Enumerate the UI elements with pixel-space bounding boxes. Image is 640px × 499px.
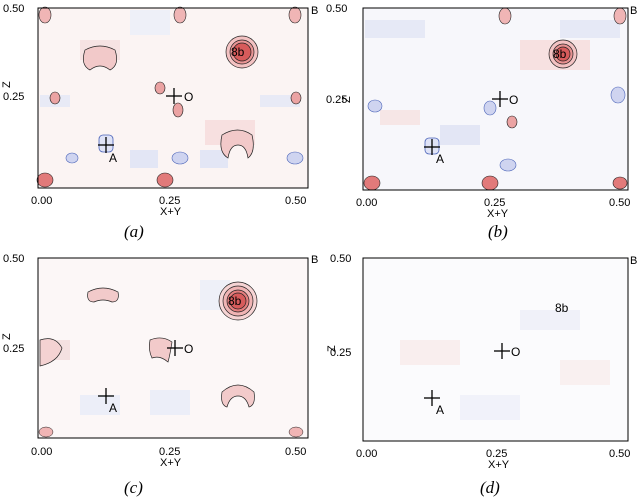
panel-c-point-a-marker <box>98 388 114 404</box>
panel-c-xtick-2: 0.50 <box>285 446 306 458</box>
panel-a-point-o-label: O <box>184 90 193 104</box>
panel-d-xtick-0: 0.00 <box>356 448 377 460</box>
panel-b-point-a-marker <box>424 139 440 155</box>
panel-d-point-a-marker <box>424 390 440 406</box>
panel-c-xtick-1: 0.25 <box>159 446 180 458</box>
panel-b-point-8b-label: 8b <box>553 47 567 61</box>
panel-d-xlabel: X+Y <box>488 459 510 471</box>
panel-a-point-o-marker <box>166 88 182 104</box>
panel-b-plot: A O 8b 0.50 0.25 0.00 0.25 0.50 X+Y Z B <box>326 3 637 220</box>
panel-a-ylabel: Z <box>1 81 13 88</box>
panel-c-xlabel: X+Y <box>160 457 182 469</box>
panel-d-xtick-2: 0.50 <box>609 448 630 460</box>
panel-a-point-a-marker <box>98 137 114 153</box>
panel-a-ytick-top: 0.50 <box>3 3 24 15</box>
panel-c-ylabel: Z <box>1 333 13 340</box>
panel-a-ytick-mid: 0.25 <box>3 91 24 103</box>
panel-c-xtick-0: 0.00 <box>31 446 52 458</box>
panel-c-caption: (c) <box>124 478 143 497</box>
panel-b-point-o-marker <box>492 91 508 107</box>
panel-a-point-a-label: A <box>109 151 117 165</box>
panel-b-xtick-2: 0.50 <box>609 197 630 209</box>
panel-a-xtick-1: 0.25 <box>159 195 180 207</box>
panel-b-xtick-1: 0.25 <box>484 197 505 209</box>
panel-c-ytick-top: 0.50 <box>3 253 24 265</box>
panel-b-ylabel: Z <box>341 96 353 103</box>
panel-b-ytick-top: 0.50 <box>326 3 347 15</box>
panel-d-point-o-label: O <box>511 345 520 359</box>
panel-b-caption: (b) <box>488 222 508 241</box>
panel-a-xtick-0: 0.00 <box>31 195 52 207</box>
panel-d-point-o-marker <box>494 343 510 359</box>
panel-b-xtick-0: 0.00 <box>356 197 377 209</box>
panel-c-ytick-mid: 0.25 <box>3 343 24 355</box>
panel-c-point-8b-label: 8b <box>228 294 242 308</box>
panel-a-xtick-2: 0.50 <box>285 195 306 207</box>
panel-d-point-8b-label: 8b <box>555 301 569 315</box>
panel-a-caption: (a) <box>124 222 144 241</box>
panel-b-ytick-mid: 0.25 <box>326 94 347 106</box>
panel-b-corner-label: B <box>630 5 637 17</box>
panel-c-point-o-marker <box>167 340 183 356</box>
panel-d-xtick-1: 0.25 <box>486 448 507 460</box>
panel-b-xlabel: X+Y <box>487 208 509 220</box>
panel-d-corner-label: B <box>630 255 637 267</box>
panel-b-point-a-label: A <box>436 152 444 166</box>
panel-d-ytick-mid: 0.25 <box>330 347 351 359</box>
panel-d-point-a-label: A <box>436 403 444 417</box>
panel-c-point-o-label: O <box>184 342 193 356</box>
panel-a-xlabel: X+Y <box>160 206 182 218</box>
panel-c-corner-label: B <box>311 254 318 266</box>
panel-b-point-o-label: O <box>509 93 518 107</box>
panel-c-point-a-label: A <box>109 401 117 415</box>
panel-a-plot: A O 8b 0.50 0.25 0.00 0.25 0.50 X+Y Z B <box>1 3 318 218</box>
panel-d-ylabel: Z <box>326 345 338 352</box>
panel-d-ytick-top: 0.50 <box>330 253 351 265</box>
panel-a-point-8b-label: 8b <box>231 45 245 59</box>
panel-d-plot: A O 8b 0.50 0.25 0.00 0.25 0.50 X+Y Z B <box>326 253 637 471</box>
panel-a-corner-label: B <box>311 5 318 17</box>
panel-c-plot: A O 8b 0.50 0.25 0.00 0.25 0.50 X+Y Z B <box>1 253 318 469</box>
panel-d-caption: (d) <box>480 478 500 497</box>
